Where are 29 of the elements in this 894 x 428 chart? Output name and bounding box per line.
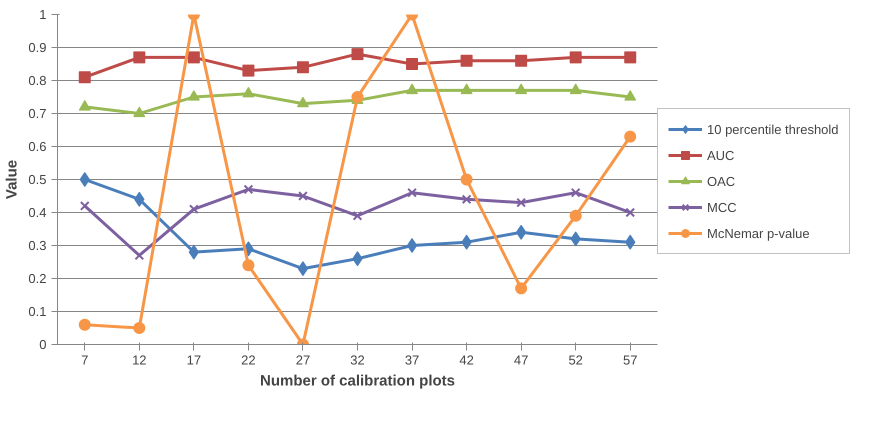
y-tick-label: 0.3 xyxy=(28,238,47,253)
legend-label: OAC xyxy=(707,174,736,188)
legend-label: McNemar p-value xyxy=(707,226,810,240)
x-tick-label: 52 xyxy=(568,352,583,368)
y-tick-label: 0.7 xyxy=(28,106,47,121)
y-tick-label: 0.1 xyxy=(28,304,47,319)
y-tick-label: 0.2 xyxy=(28,271,47,286)
x-tick-label: 42 xyxy=(459,352,474,368)
legend-label: AUC xyxy=(707,148,734,162)
x-tick-label: 17 xyxy=(186,352,202,368)
x-tick-label: 27 xyxy=(296,352,310,368)
y-tick-label: 0.9 xyxy=(28,40,47,55)
x-tick-label: 32 xyxy=(350,352,365,368)
x-tick-label: 47 xyxy=(514,352,528,368)
x-tick-label: 37 xyxy=(404,352,420,368)
y-axis-title: Value xyxy=(3,160,20,200)
legend-label: 10 percentile threshold xyxy=(707,122,839,136)
y-tick-label: 1 xyxy=(39,7,47,22)
y-tick-label: 0.6 xyxy=(28,139,47,154)
x-tick-label: 57 xyxy=(622,352,638,368)
y-tick-label: 0.8 xyxy=(28,73,47,88)
y-tick-label: 0.5 xyxy=(28,172,47,187)
legend-label: MCC xyxy=(707,200,737,214)
x-tick-label: 22 xyxy=(241,352,256,368)
y-tick-label: 0 xyxy=(39,337,47,352)
x-tick-label: 7 xyxy=(81,352,88,368)
x-tick-label: 12 xyxy=(132,352,147,368)
x-axis-title: Number of calibration plots xyxy=(260,372,456,390)
y-tick-label: 0.4 xyxy=(28,205,47,220)
